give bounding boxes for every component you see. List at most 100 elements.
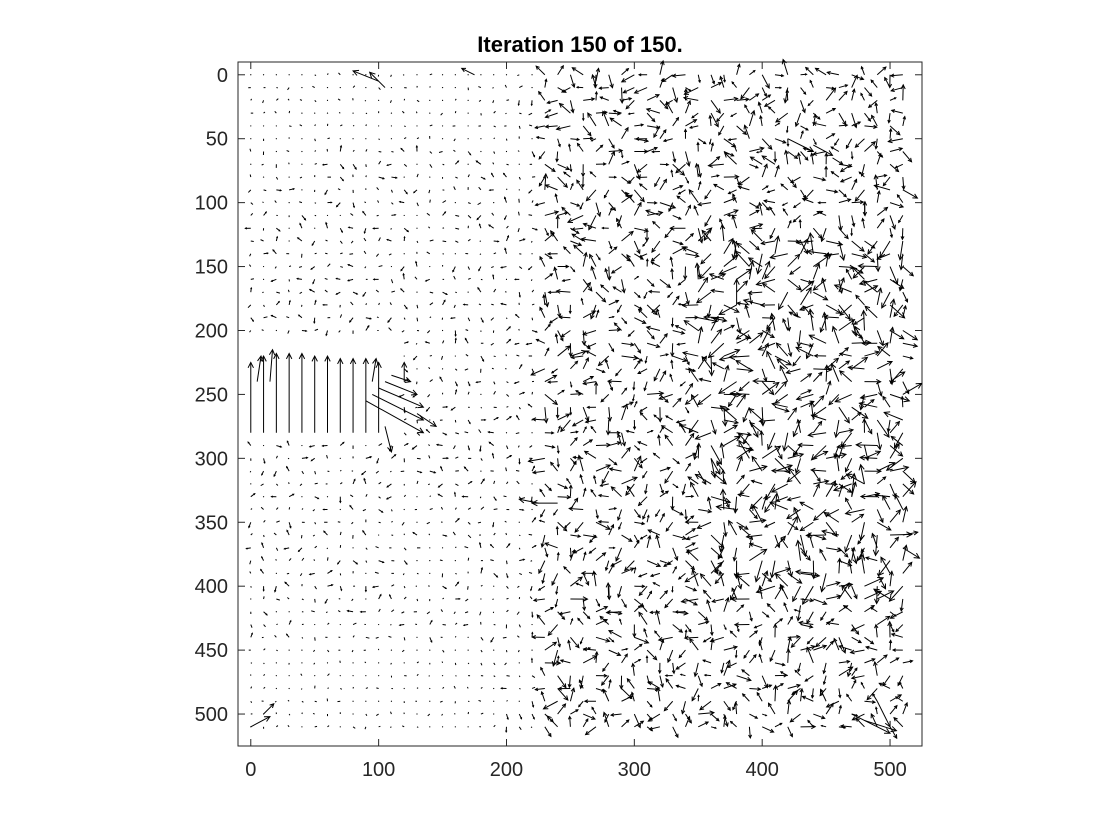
field-arrow (429, 700, 431, 702)
field-arrow (665, 677, 674, 689)
arrow-shaft (653, 452, 661, 459)
field-arrow (625, 429, 635, 434)
field-arrow (647, 713, 661, 722)
arrow-shaft (517, 74, 520, 77)
arrow-head (613, 322, 618, 327)
arrow-shaft (403, 547, 407, 551)
arrow-head (638, 659, 642, 662)
field-arrow (263, 111, 266, 114)
arrow-head (625, 719, 630, 724)
field-arrow (262, 74, 265, 76)
arrow-head (583, 487, 587, 492)
field-arrow (516, 635, 520, 638)
field-arrow (540, 666, 546, 676)
arrow-shaft (608, 343, 615, 352)
field-arrow (479, 445, 482, 453)
arrow-head (688, 629, 692, 633)
arrow-head (323, 530, 326, 533)
arrow-head (732, 508, 739, 514)
field-arrow (442, 340, 445, 344)
arrow-head (585, 350, 590, 354)
arrow-head (286, 465, 289, 469)
arrow-head (719, 223, 726, 230)
arrow-shaft (531, 317, 534, 321)
arrow-dot (531, 86, 533, 89)
arrow-shaft (639, 406, 648, 412)
field-arrow (582, 281, 592, 293)
arrow-dot (378, 623, 380, 626)
arrow-head (492, 274, 495, 277)
field-arrow (327, 137, 330, 140)
arrow-head (565, 264, 570, 269)
arrow-shaft (364, 201, 367, 204)
arrow-shaft (300, 673, 303, 676)
field-arrow (566, 477, 571, 485)
field-arrow (672, 726, 679, 739)
arrow-head (289, 619, 292, 623)
field-arrow (506, 609, 509, 613)
arrow-shaft (314, 74, 317, 77)
field-arrow (301, 189, 303, 191)
arrow-shaft (390, 279, 394, 284)
arrow-head (352, 205, 355, 209)
arrow-shaft (375, 636, 379, 639)
arrow-dot (454, 560, 456, 562)
arrow-head (591, 73, 596, 79)
arrow-dot (441, 368, 444, 370)
field-arrow (591, 73, 597, 88)
field-arrow (314, 328, 319, 331)
arrow-shaft (577, 143, 584, 152)
field-arrow (480, 74, 482, 76)
field-arrow (667, 649, 674, 664)
arrow-head (651, 247, 656, 254)
arrow-head (733, 419, 740, 425)
arrow-head (506, 717, 509, 721)
arrow-head (611, 144, 615, 149)
field-arrow (634, 317, 647, 324)
field-arrow (314, 74, 317, 77)
arrow-head (567, 683, 572, 689)
arrow-head (405, 307, 408, 310)
field-arrow (390, 86, 393, 89)
arrow-shaft (638, 572, 648, 578)
arrow-shaft (600, 483, 609, 487)
arrow-head (575, 230, 580, 234)
arrow-shaft (493, 110, 496, 114)
arrow-head (730, 324, 736, 329)
arrow-head (624, 191, 630, 197)
field-arrow (263, 674, 266, 677)
arrow-head (637, 308, 643, 313)
field-arrow (624, 560, 635, 572)
arrow-head (736, 629, 740, 633)
field-arrow (570, 202, 581, 207)
arrow-head (604, 267, 609, 273)
arrow-head (544, 542, 550, 547)
field-arrow (442, 585, 448, 590)
field-arrow (544, 163, 556, 173)
arrow-head (714, 726, 718, 729)
arrow-head (531, 615, 534, 619)
arrow-shaft (299, 291, 303, 294)
arrow-shaft (723, 365, 729, 382)
arrow-shaft (544, 407, 547, 423)
field-arrow (719, 488, 727, 510)
field-arrow (488, 224, 494, 229)
arrow-shaft (684, 151, 690, 167)
field-arrow (551, 649, 559, 667)
arrow-dot (378, 675, 380, 677)
field-arrow (637, 368, 648, 375)
field-arrow (672, 214, 682, 220)
arrow-head (561, 703, 567, 708)
arrow-head (580, 236, 586, 242)
arrow-head (681, 491, 686, 496)
field-arrow (538, 90, 546, 101)
field-arrow (610, 266, 622, 274)
field-arrow (668, 202, 674, 213)
field-arrow (250, 278, 255, 280)
arrow-shaft (748, 110, 755, 127)
field-arrow (493, 381, 496, 385)
arrow-shaft (609, 117, 622, 127)
field-arrow (634, 123, 645, 127)
arrow-shaft (608, 407, 611, 421)
field-arrow (263, 686, 266, 689)
